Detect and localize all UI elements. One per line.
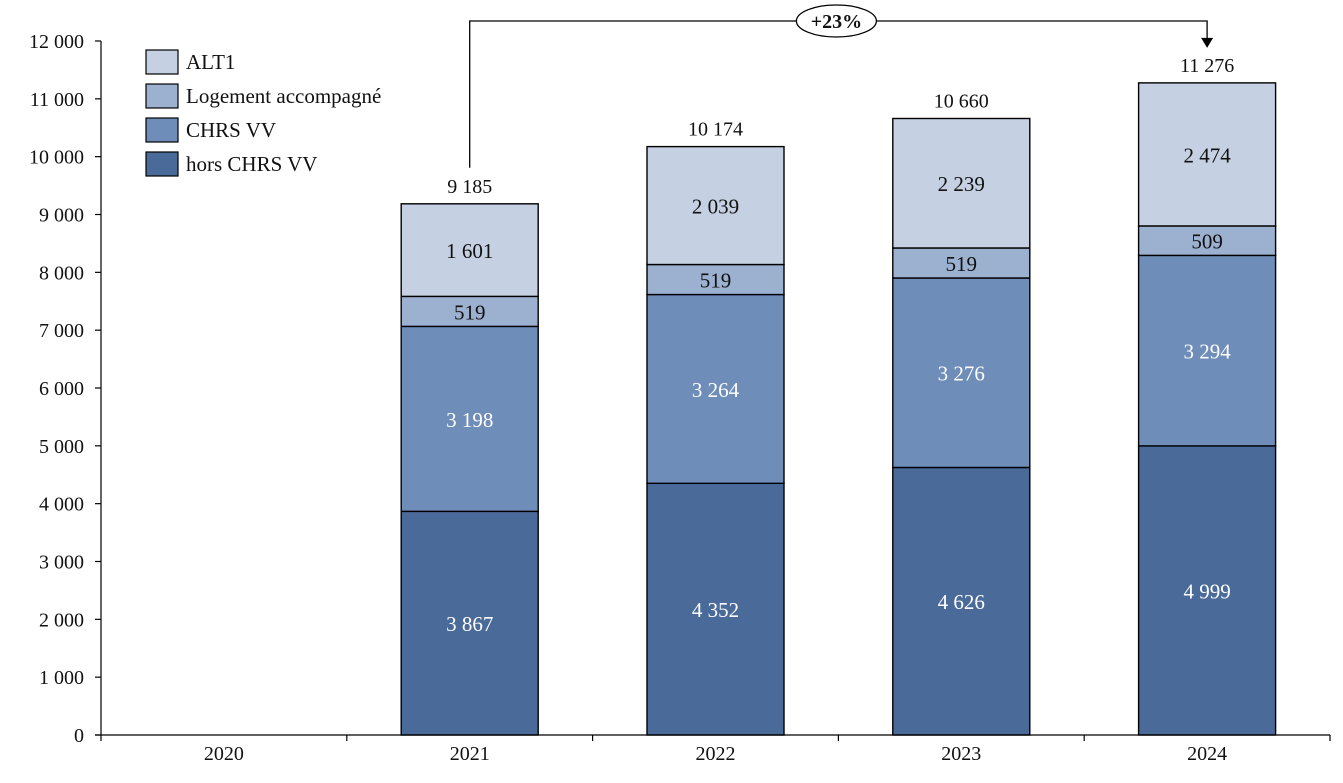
total-value-label: 9 185: [447, 176, 492, 198]
bar-segment: [400, 295, 539, 328]
legend-swatch: [145, 83, 179, 109]
bars: [400, 82, 1277, 736]
segment-labels: 3 867 3 198 519 1 601 4 352 3 264 519 2 039 4 62…: [446, 143, 1231, 636]
segment-value-label: 519: [454, 300, 486, 324]
y-tick-label: 9 000: [39, 205, 84, 227]
total-value-label: 10 660: [934, 90, 989, 112]
bar-segment: [892, 117, 1031, 249]
segment-value-label: 519: [700, 269, 732, 293]
bar-segment: [1137, 82, 1277, 227]
segment-value-label: 4 352: [692, 598, 739, 622]
legend-swatch: [145, 49, 179, 75]
segment-value-label: 2 039: [692, 195, 739, 219]
y-tick-label: 4 000: [39, 494, 84, 516]
segment-value-label: 2 474: [1183, 143, 1231, 167]
y-tick-label: 5 000: [39, 436, 84, 458]
segment-value-label: 509: [1191, 230, 1223, 254]
legend-label: Logement accompagné: [186, 84, 381, 108]
y-axis: 0 1 000 2 000 3 000 4 000 5 000 6 000 7 000 8 00…: [29, 31, 102, 747]
y-tick-label: 1 000: [39, 667, 84, 689]
segment-value-label: 3 867: [446, 612, 493, 636]
bar-segment: [1137, 254, 1277, 447]
segment-value-label: 3 276: [938, 362, 985, 386]
legend: ALT1 Logement accompagné CHRS VV hors CHRS …: [145, 49, 381, 177]
y-tick-label: 11 000: [30, 89, 84, 111]
segment-value-label: 519: [946, 252, 978, 276]
y-tick-label: 10 000: [29, 147, 84, 169]
legend-label: hors CHRS VV: [186, 152, 317, 176]
bar-segment: [892, 277, 1031, 469]
growth-annotation: +23%: [469, 4, 1214, 168]
x-category-label: 2023: [941, 743, 981, 765]
y-tick-label: 8 000: [39, 262, 84, 284]
x-axis: 2020 2021 2022 2023 2024: [95, 734, 1331, 765]
bar-segment: [400, 203, 539, 298]
y-tick-label: 0: [74, 725, 84, 747]
bar-segment: [646, 263, 785, 296]
segment-value-label: 3 294: [1183, 340, 1231, 364]
bar-segment: [646, 145, 785, 266]
bar-segment: [1137, 225, 1277, 257]
total-value-label: 11 276: [1180, 55, 1234, 77]
legend-swatch: [145, 151, 179, 177]
segment-value-label: 2 239: [938, 172, 985, 196]
bar-segment: [646, 482, 785, 736]
bar-segment: [646, 293, 785, 485]
bar-segment: [400, 325, 539, 513]
x-category-label: 2022: [696, 743, 736, 765]
total-value-label: 10 174: [688, 119, 743, 141]
x-category-label: 2020: [204, 743, 244, 765]
segment-value-label: 3 264: [692, 378, 740, 402]
y-tick-label: 12 000: [29, 31, 84, 53]
total-labels: 9 185 10 174 10 660 11 276: [447, 55, 1234, 198]
segment-value-label: 4 999: [1183, 579, 1230, 603]
y-tick-label: 6 000: [39, 378, 84, 400]
arrow-down-icon: [1201, 37, 1214, 48]
legend-label: CHRS VV: [186, 118, 276, 142]
segment-value-label: 4 626: [938, 590, 985, 614]
legend-swatch: [145, 117, 179, 143]
segment-value-label: 3 198: [446, 408, 493, 432]
growth-bracket-line: [469, 20, 1208, 168]
x-category-label: 2024: [1187, 743, 1227, 765]
y-tick-label: 3 000: [39, 552, 84, 574]
y-tick-label: 2 000: [39, 609, 84, 631]
y-tick-label: 7 000: [39, 320, 84, 342]
bar-segment: [400, 510, 539, 736]
growth-badge: [795, 4, 878, 38]
bar-segment: [892, 466, 1031, 736]
growth-badge-text: +23%: [811, 11, 862, 33]
x-category-label: 2021: [450, 743, 490, 765]
legend-label: ALT1: [186, 50, 235, 74]
segment-value-label: 1 601: [446, 239, 493, 263]
